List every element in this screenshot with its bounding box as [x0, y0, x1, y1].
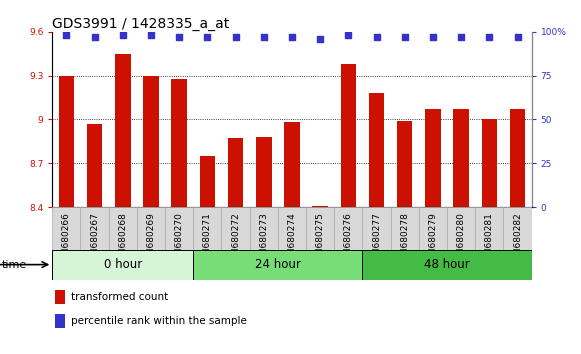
Bar [87, 124, 102, 207]
Bar [228, 138, 243, 207]
Point [344, 33, 353, 38]
Text: 48 hour: 48 hour [424, 258, 470, 271]
Text: GSM680277: GSM680277 [372, 212, 381, 267]
Text: percentile rank within the sample: percentile rank within the sample [70, 316, 246, 326]
Point [62, 33, 71, 38]
Bar [503, 207, 532, 250]
Bar [109, 207, 137, 250]
Point [513, 34, 522, 40]
Text: GSM680267: GSM680267 [90, 212, 99, 267]
Bar [334, 207, 363, 250]
Point [428, 34, 437, 40]
Bar [250, 207, 278, 250]
Text: GDS3991 / 1428335_a_at: GDS3991 / 1428335_a_at [52, 17, 229, 31]
Text: time: time [2, 259, 27, 270]
Bar [340, 64, 356, 207]
Bar [144, 76, 159, 207]
Text: GSM680272: GSM680272 [231, 212, 240, 267]
Bar [453, 109, 469, 207]
Text: 24 hour: 24 hour [255, 258, 301, 271]
Text: GSM680270: GSM680270 [175, 212, 184, 267]
Text: GSM680274: GSM680274 [288, 212, 296, 267]
Bar [221, 207, 250, 250]
Bar [306, 207, 334, 250]
Bar [284, 122, 300, 207]
Point [174, 34, 184, 40]
Bar [193, 207, 221, 250]
Bar [59, 76, 74, 207]
Bar [482, 120, 497, 207]
Bar [425, 109, 440, 207]
Text: GSM680278: GSM680278 [400, 212, 409, 267]
Text: transformed count: transformed count [70, 292, 168, 302]
Bar [115, 54, 131, 207]
Bar [363, 207, 390, 250]
Point [485, 34, 494, 40]
Point [118, 33, 127, 38]
Bar [397, 121, 413, 207]
Bar [419, 207, 447, 250]
Point [146, 33, 156, 38]
Point [315, 36, 325, 42]
Bar [390, 207, 419, 250]
Bar [193, 250, 363, 280]
Text: GSM680281: GSM680281 [485, 212, 494, 267]
Bar [165, 207, 193, 250]
Text: GSM680269: GSM680269 [146, 212, 156, 267]
Text: GSM680279: GSM680279 [428, 212, 437, 267]
Point [287, 34, 296, 40]
Point [457, 34, 466, 40]
Text: GSM680271: GSM680271 [203, 212, 212, 267]
Text: GSM680276: GSM680276 [344, 212, 353, 267]
Text: GSM680282: GSM680282 [513, 212, 522, 267]
Point [400, 34, 410, 40]
Bar [447, 207, 475, 250]
Bar [52, 250, 193, 280]
Bar [313, 206, 328, 207]
Text: GSM680280: GSM680280 [457, 212, 465, 267]
Bar [475, 207, 503, 250]
Bar [81, 207, 109, 250]
Text: 0 hour: 0 hour [103, 258, 142, 271]
Bar [256, 137, 271, 207]
Point [90, 34, 99, 40]
Text: GSM680275: GSM680275 [315, 212, 325, 267]
Bar [278, 207, 306, 250]
Point [372, 34, 381, 40]
Point [203, 34, 212, 40]
Text: GSM680273: GSM680273 [259, 212, 268, 267]
Bar [369, 93, 384, 207]
Text: GSM680266: GSM680266 [62, 212, 71, 267]
Bar [55, 314, 65, 328]
Point [259, 34, 268, 40]
Bar [363, 250, 532, 280]
Bar [137, 207, 165, 250]
Point [231, 34, 240, 40]
Bar [171, 79, 187, 207]
Bar [52, 207, 81, 250]
Bar [200, 156, 215, 207]
Bar [510, 109, 525, 207]
Text: GSM680268: GSM680268 [119, 212, 127, 267]
Bar [55, 290, 65, 304]
